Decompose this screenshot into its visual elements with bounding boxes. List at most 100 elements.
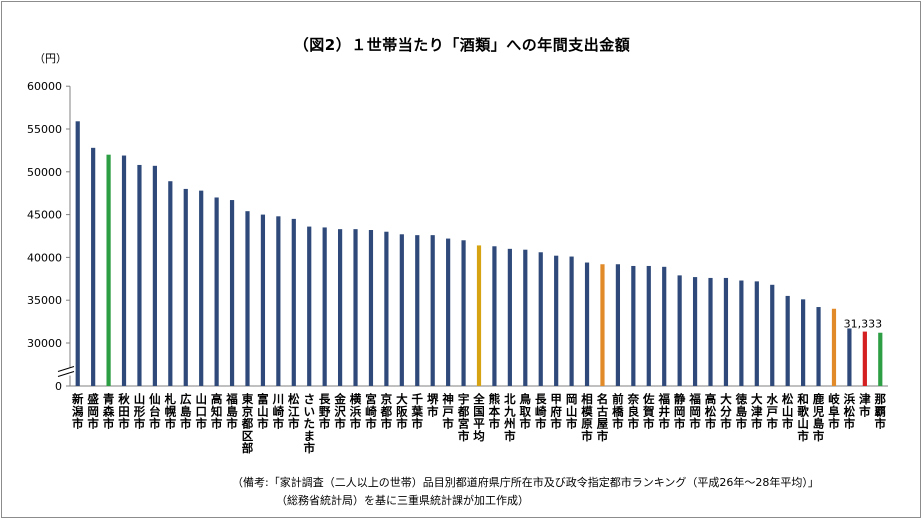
x-tick-label: 岐阜市 xyxy=(828,392,840,431)
x-tick-label: 福井市 xyxy=(657,392,670,431)
x-tick-label: 東京都区部 xyxy=(241,392,254,455)
y-tick-label: 35000 xyxy=(27,294,62,307)
bar xyxy=(276,216,281,386)
bar xyxy=(554,255,559,386)
x-tick-label: 全国平均 xyxy=(472,392,485,443)
x-tick-label: 川崎市 xyxy=(272,392,285,431)
bar xyxy=(137,164,142,386)
bar xyxy=(430,235,435,386)
x-tick-label: 仙台市 xyxy=(149,392,161,431)
bar xyxy=(245,211,250,386)
bar xyxy=(600,264,605,386)
x-tick-label: 金沢市 xyxy=(333,392,346,431)
bar xyxy=(415,235,420,386)
bar xyxy=(507,248,512,386)
y-axis-unit-label: （円） xyxy=(34,52,67,65)
bar xyxy=(770,284,775,386)
bar xyxy=(631,265,636,386)
bar xyxy=(322,227,327,386)
x-tick-label: 那覇市 xyxy=(875,392,887,431)
y-tick-label: 30000 xyxy=(27,337,62,350)
bar xyxy=(106,154,111,386)
bar xyxy=(384,231,389,386)
x-tick-label: 福岡市 xyxy=(688,392,701,431)
x-tick-label: さいたま市 xyxy=(303,392,315,455)
x-tick-label: 鳥取市 xyxy=(520,392,532,431)
bar xyxy=(399,234,404,386)
bar xyxy=(291,218,296,386)
x-tick-label: 新潟市 xyxy=(72,392,84,431)
x-tick-label: 高松市 xyxy=(705,392,717,431)
bar xyxy=(353,229,358,386)
x-tick-label: 福島市 xyxy=(225,392,238,431)
x-tick-label: 富山市 xyxy=(257,392,269,431)
axis-break-gap xyxy=(56,367,84,376)
x-tick-label: 前橋市 xyxy=(612,392,624,431)
bar xyxy=(831,308,837,386)
bar xyxy=(368,230,374,386)
bar xyxy=(492,246,497,386)
x-tick-label: 熊本市 xyxy=(489,392,501,431)
x-tick-label: 岡山市 xyxy=(566,392,578,431)
x-tick-label: 佐賀市 xyxy=(642,392,655,431)
y-tick-label: 50000 xyxy=(27,166,62,179)
x-tick-label: 甲府市 xyxy=(550,392,562,431)
bar xyxy=(847,328,852,386)
bar xyxy=(307,226,312,386)
source-note-line-1: （備考:「家計調査（二人以上の世帯）品目別都道府県庁所在市及び政令指定都市ランキ… xyxy=(232,476,819,489)
bar xyxy=(168,181,173,386)
x-tick-label: 津市 xyxy=(859,392,871,418)
x-tick-label: 大阪市 xyxy=(396,392,408,431)
x-tick-label: 堺市 xyxy=(427,392,439,418)
bar xyxy=(337,229,343,386)
x-tick-label: 広島市 xyxy=(180,392,192,431)
bar xyxy=(75,121,80,387)
x-tick-label: 松山市 xyxy=(782,392,794,431)
bar xyxy=(615,264,621,386)
x-tick-label: 奈良市 xyxy=(627,392,640,431)
bar xyxy=(183,188,188,386)
bar xyxy=(878,332,883,386)
bar xyxy=(446,238,451,386)
x-tick-label: 千葉市 xyxy=(411,392,424,431)
bar xyxy=(816,307,821,386)
x-tick-label: 和歌山市 xyxy=(797,392,809,443)
axis-break-line xyxy=(57,366,75,372)
bar xyxy=(569,256,574,386)
y-tick-label: 40000 xyxy=(27,251,62,264)
bar xyxy=(785,295,790,386)
x-tick-label: 高知市 xyxy=(210,392,223,431)
data-label: 31,333 xyxy=(844,318,883,331)
x-tick-label: 浜松市 xyxy=(844,392,856,431)
x-tick-label: 神戸市 xyxy=(442,392,454,431)
x-tick-label: 大津市 xyxy=(751,392,763,431)
bar xyxy=(739,280,744,386)
x-tick-label: 松江市 xyxy=(288,392,300,431)
bar xyxy=(862,331,867,386)
x-tick-label: 大分市 xyxy=(720,392,732,431)
x-tick-label: 山形市 xyxy=(134,392,146,431)
bar xyxy=(461,240,466,386)
x-tick-label: 長野市 xyxy=(319,392,331,431)
x-tick-label: 静岡市 xyxy=(674,392,686,431)
x-tick-label: 宮崎市 xyxy=(365,392,377,431)
bar xyxy=(677,275,682,386)
x-tick-label: 秋田市 xyxy=(118,392,130,431)
y-tick-label: 60000 xyxy=(27,80,62,93)
bar xyxy=(692,277,698,386)
bar xyxy=(723,277,729,386)
y-tick-label: 45000 xyxy=(27,209,62,222)
bar xyxy=(260,214,266,386)
x-tick-label: 徳島市 xyxy=(735,392,748,431)
axis-break-line xyxy=(57,371,75,377)
x-tick-label: 相模原市 xyxy=(581,392,593,443)
bar xyxy=(214,197,219,386)
bar xyxy=(801,299,806,386)
bar xyxy=(754,281,759,386)
x-tick-label: 北九州市 xyxy=(503,392,516,443)
x-tick-label: 宇都宮市 xyxy=(457,392,470,443)
bar xyxy=(229,200,235,386)
bar xyxy=(152,165,157,386)
